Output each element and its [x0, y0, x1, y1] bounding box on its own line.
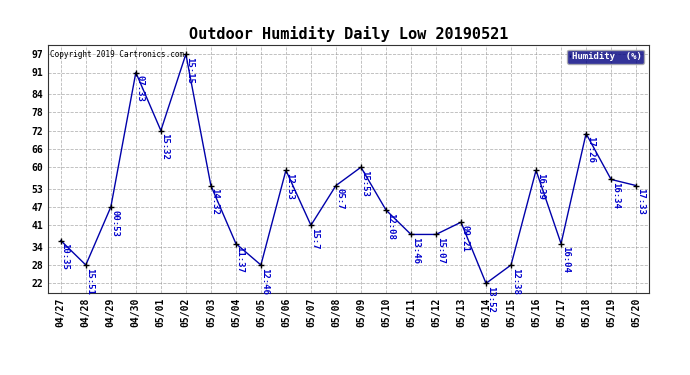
Text: 09:21: 09:21 — [461, 225, 470, 252]
Text: 12:08: 12:08 — [386, 213, 395, 240]
Text: 16:04: 16:04 — [561, 246, 570, 273]
Text: 15:15: 15:15 — [186, 57, 195, 84]
Legend: Humidity  (%): Humidity (%) — [567, 50, 644, 64]
Text: 15:51: 15:51 — [86, 268, 95, 295]
Text: 05:7: 05:7 — [335, 188, 344, 210]
Text: 13:52: 13:52 — [486, 286, 495, 313]
Text: 15:32: 15:32 — [161, 134, 170, 160]
Text: 16:34: 16:34 — [611, 182, 620, 209]
Text: 12:46: 12:46 — [261, 268, 270, 295]
Text: 17:33: 17:33 — [635, 188, 644, 215]
Text: 13:46: 13:46 — [411, 237, 420, 264]
Text: Copyright 2019 Cartronics.com: Copyright 2019 Cartronics.com — [50, 50, 184, 59]
Text: 11:37: 11:37 — [235, 246, 244, 273]
Text: 15:07: 15:07 — [435, 237, 444, 264]
Text: 15:53: 15:53 — [361, 170, 370, 197]
Text: 15:7: 15:7 — [310, 228, 319, 249]
Text: 12:53: 12:53 — [286, 173, 295, 200]
Text: 10:35: 10:35 — [61, 243, 70, 270]
Text: 00:53: 00:53 — [110, 210, 119, 237]
Text: 07:33: 07:33 — [135, 75, 144, 102]
Text: 16:39: 16:39 — [535, 173, 544, 200]
Text: 14:32: 14:32 — [210, 188, 219, 215]
Text: 12:38: 12:38 — [511, 268, 520, 295]
Text: 17:26: 17:26 — [586, 136, 595, 163]
Title: Outdoor Humidity Daily Low 20190521: Outdoor Humidity Daily Low 20190521 — [189, 27, 508, 42]
